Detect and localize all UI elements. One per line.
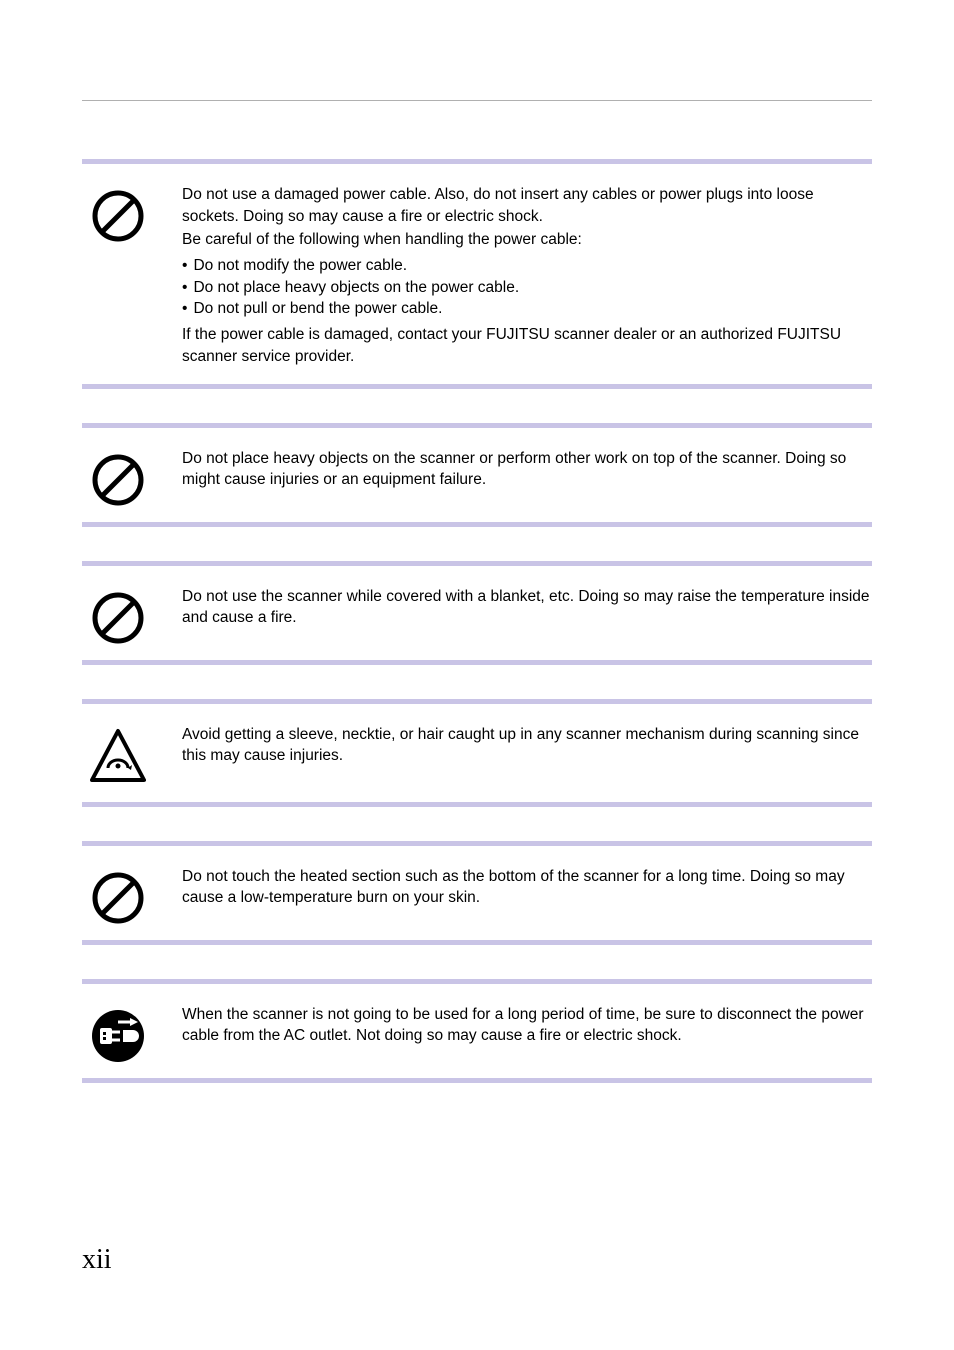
section-text: Avoid getting a sleeve, necktie, or hair…	[182, 724, 872, 788]
safety-section: Do not place heavy objects on the scanne…	[82, 423, 872, 527]
header-rule	[82, 100, 872, 101]
paragraph: Be careful of the following when handlin…	[182, 229, 872, 251]
safety-section: Do not use the scanner while covered wit…	[82, 561, 872, 665]
safety-section: When the scanner is not going to be used…	[82, 979, 872, 1083]
section-body: Do not use the scanner while covered wit…	[82, 566, 872, 660]
section-body: Avoid getting a sleeve, necktie, or hair…	[82, 704, 872, 802]
icon-column	[82, 184, 154, 370]
bullet-marker: •	[182, 298, 187, 320]
section-text: Do not use a damaged power cable. Also, …	[182, 184, 872, 370]
paragraph: Avoid getting a sleeve, necktie, or hair…	[182, 724, 872, 767]
document-page: Do not use a damaged power cable. Also, …	[0, 0, 954, 1350]
bullet-text: Do not place heavy objects on the power …	[193, 277, 872, 299]
bullet-text: Do not modify the power cable.	[193, 255, 872, 277]
list-item: • Do not modify the power cable.	[182, 255, 872, 277]
section-accent-bar	[82, 802, 872, 807]
section-accent-bar	[82, 1078, 872, 1083]
prohibit-icon	[90, 188, 146, 244]
icon-column	[82, 586, 154, 646]
icon-column	[82, 724, 154, 788]
section-accent-bar	[82, 384, 872, 389]
section-text: Do not use the scanner while covered wit…	[182, 586, 872, 646]
safety-section: Do not touch the heated section such as …	[82, 841, 872, 945]
unplug-icon	[90, 1008, 146, 1064]
section-text: Do not touch the heated section such as …	[182, 866, 872, 926]
section-body: When the scanner is not going to be used…	[82, 984, 872, 1078]
section-body: Do not use a damaged power cable. Also, …	[82, 164, 872, 384]
section-text: Do not place heavy objects on the scanne…	[182, 448, 872, 508]
list-item: • Do not pull or bend the power cable.	[182, 298, 872, 320]
prohibit-icon	[90, 870, 146, 926]
paragraph: When the scanner is not going to be used…	[182, 1004, 872, 1047]
section-accent-bar	[82, 660, 872, 665]
prohibit-icon	[90, 452, 146, 508]
caution-mechanism-icon	[90, 728, 146, 788]
bullet-list: • Do not modify the power cable. • Do no…	[182, 255, 872, 320]
bullet-marker: •	[182, 277, 187, 299]
safety-section: Avoid getting a sleeve, necktie, or hair…	[82, 699, 872, 807]
safety-section: Do not use a damaged power cable. Also, …	[82, 159, 872, 389]
icon-column	[82, 448, 154, 508]
prohibit-icon	[90, 590, 146, 646]
icon-column	[82, 866, 154, 926]
section-body: Do not touch the heated section such as …	[82, 846, 872, 940]
paragraph: Do not touch the heated section such as …	[182, 866, 872, 909]
list-item: • Do not place heavy objects on the powe…	[182, 277, 872, 299]
section-body: Do not place heavy objects on the scanne…	[82, 428, 872, 522]
section-text: When the scanner is not going to be used…	[182, 1004, 872, 1064]
paragraph: Do not use a damaged power cable. Also, …	[182, 184, 872, 227]
icon-column	[82, 1004, 154, 1064]
paragraph: Do not place heavy objects on the scanne…	[182, 448, 872, 491]
bullet-text: Do not pull or bend the power cable.	[193, 298, 872, 320]
paragraph: If the power cable is damaged, contact y…	[182, 324, 872, 367]
section-accent-bar	[82, 940, 872, 945]
page-number: xii	[82, 1244, 112, 1276]
bullet-marker: •	[182, 255, 187, 277]
section-accent-bar	[82, 522, 872, 527]
paragraph: Do not use the scanner while covered wit…	[182, 586, 872, 629]
